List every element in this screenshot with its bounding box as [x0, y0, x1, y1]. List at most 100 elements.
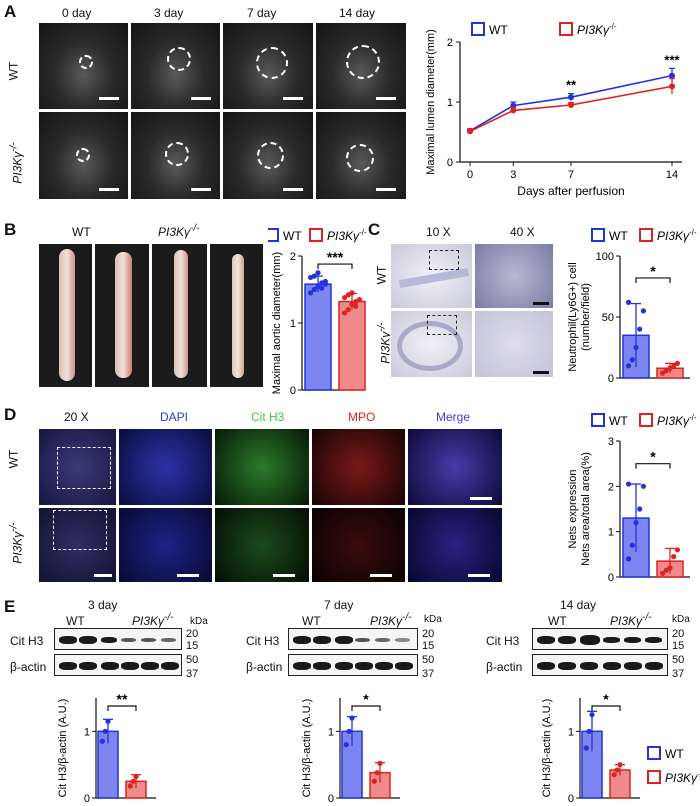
y-tick-label: 0 [328, 793, 334, 805]
data-point-1 [614, 767, 620, 773]
panel-label-a: A [4, 2, 17, 21]
histology-ko-40x [474, 310, 554, 378]
data-point-1 [377, 760, 383, 766]
fluor-ko-mpo [311, 507, 406, 583]
blot3-title: 14 day [560, 598, 597, 612]
y-tick-label: 1 [290, 318, 296, 330]
e-legend-label: PI3Kγ-/- [665, 770, 700, 785]
blot2-row-actin: β-actin [246, 660, 283, 674]
data-point-1 [671, 554, 677, 560]
significance-bracket [107, 705, 137, 711]
bar-1 [338, 300, 366, 391]
y-tick-label: 2 [290, 251, 296, 263]
col-label-14day: 14 day [339, 6, 376, 20]
a-legend-swatch [559, 22, 573, 36]
col-label-0day: 0 day [62, 6, 92, 20]
significance-bracket [591, 705, 621, 711]
significance-label: ** [566, 78, 577, 93]
data-point-1 [674, 360, 681, 366]
blot1-group-wt: WT [66, 614, 85, 628]
blot2-kda-37: 37 [422, 668, 435, 680]
data-point-1 [663, 368, 669, 374]
y-tick-label: 2 [608, 481, 614, 493]
data-point-1 [374, 770, 380, 776]
chart-aortic-diameter: WT PI3Kγ-/- 0 1 2 Maximal aortic diameter(mm)… [268, 228, 367, 397]
data-point [510, 107, 517, 114]
ultrasound-wt-3day [130, 22, 221, 110]
data-point-0 [629, 542, 635, 548]
x-tick-label: 0 [467, 169, 473, 181]
blot1-kda-50: 50 [186, 654, 199, 666]
data-point-1 [345, 307, 351, 313]
d-col-cith3: Cit H3 [251, 410, 285, 424]
y-axis-label: Neutrophil(Ly6G+) cell [567, 262, 579, 371]
blot1-kda-15: 15 [186, 640, 199, 652]
data-point-1 [127, 783, 133, 789]
col-label-7day: 7 day [247, 6, 277, 20]
data-point-1 [674, 547, 681, 553]
significance-label: * [650, 449, 656, 465]
fluor-wt-cith3 [214, 428, 310, 506]
data-point-1 [353, 303, 359, 309]
blot3-kda-15: 15 [672, 640, 685, 652]
data-point-0 [102, 728, 108, 734]
b-legend-swatch [309, 228, 323, 242]
blot1-cith3-membrane [54, 628, 182, 650]
blot1-kda: kDa [190, 616, 208, 627]
blot2-group-ko: PI3Kγ-/- [370, 612, 412, 628]
data-point-0 [625, 556, 632, 562]
chart-neutrophil: WT PI3Kγ-/- 0 50 100 Neutrophil(Ly6G+) cell (n… [567, 228, 697, 385]
c-legend-swatch [639, 228, 653, 242]
x-tick-label: 14 [666, 169, 678, 181]
ultrasound-ko-14day [315, 111, 407, 200]
significance-bracket [317, 263, 353, 270]
series-line-1 [469, 85, 673, 133]
data-point-1 [356, 296, 363, 303]
aorta-photo-ko-1 [151, 243, 208, 388]
fluor-wt-20x [38, 428, 117, 506]
y-axis-label: Nets expression [567, 470, 579, 549]
fluor-ko-merge [407, 507, 503, 583]
blot1-kda-20: 20 [186, 628, 199, 640]
panel-label-b: B [4, 220, 17, 239]
fluor-ko-20x [38, 507, 117, 583]
data-point-1 [659, 570, 666, 576]
data-point-0 [322, 281, 329, 287]
histology-wt-40x [474, 243, 554, 309]
data-point-0 [637, 326, 643, 332]
data-point-0 [625, 363, 632, 369]
bar-0 [304, 283, 332, 391]
aorta-photo-wt-1 [38, 243, 93, 388]
ultrasound-ko-3day [130, 111, 221, 200]
blot3-row-actin: β-actin [486, 660, 523, 674]
data-point-0 [343, 742, 349, 748]
data-point [568, 102, 574, 108]
data-point-0 [311, 273, 317, 279]
y-tick-label: 0 [447, 157, 453, 169]
row-label-wt: WT [6, 61, 21, 81]
c-legend-swatch [591, 228, 605, 242]
y-tick-label: 1 [447, 97, 453, 109]
data-point-1 [341, 294, 348, 301]
y-tick-label: 1 [328, 726, 334, 738]
a-legend-label: PI3Kγ-/- [577, 22, 617, 37]
col-label-10x: 10 X [426, 225, 451, 239]
y-tick-label: 0 [568, 793, 574, 805]
chart-nets: WT PI3Kγ-/- 0 1 2 3 Nets expression Nets area/t… [567, 413, 697, 584]
ultrasound-ko-7day [222, 111, 314, 200]
c-row-label-wt: WT [374, 265, 389, 285]
row-label-ko: PI3Kγ-/- [8, 142, 25, 184]
blot3-kda-50: 50 [672, 654, 685, 666]
y-tick-label: 3 [608, 436, 614, 448]
blot2-kda: kDa [424, 614, 442, 625]
x-axis-label: Days after perfusion [517, 184, 624, 198]
y-tick-label: 0 [290, 385, 296, 397]
ultrasound-wt-14day [315, 22, 407, 110]
a-legend-label: WT [489, 23, 508, 37]
data-point [568, 94, 574, 101]
ultrasound-wt-7day [222, 22, 314, 110]
d-row-label-ko: PI3Kγ-/- [8, 522, 25, 564]
data-point-1 [611, 772, 617, 778]
blot3-row-cith3: Cit H3 [486, 634, 520, 648]
histology-wt-10x [390, 243, 473, 309]
